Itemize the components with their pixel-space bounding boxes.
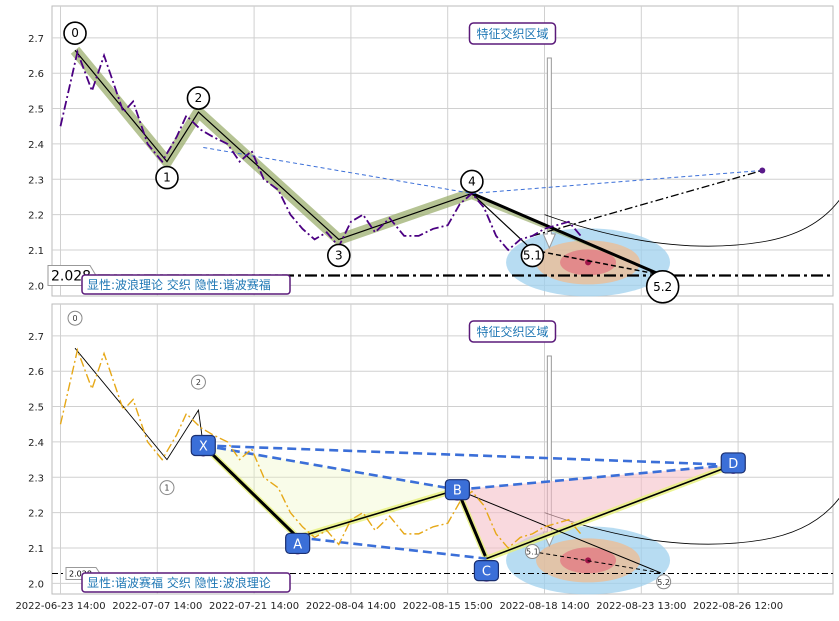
wave-marker-label: 1 <box>164 484 169 493</box>
y-tick-label: 2.6 <box>28 69 44 80</box>
wave-marker-label: 2 <box>195 91 203 105</box>
caption-text: 显性:波浪理论 交织 隐性:谐波赛福 <box>87 277 271 292</box>
y-tick-label: 2.0 <box>28 579 44 590</box>
wave-marker-label: 5.1 <box>523 249 542 263</box>
harmonic-point-label: C <box>482 565 491 580</box>
harmonic-point-label: X <box>199 439 208 454</box>
projection-point <box>759 167 765 173</box>
x-tick-label: 2022-08-26 12:00 <box>693 601 783 612</box>
wave-marker-label: 2 <box>196 378 201 387</box>
top-panel: 2.02.12.22.32.42.52.62.72.028特征交织区域01234… <box>28 6 839 303</box>
harmonic-point-label: A <box>293 537 302 552</box>
y-tick-label: 2.5 <box>28 403 44 414</box>
zone-title: 特征交织区域 <box>476 324 548 339</box>
wave-marker-label: 5.1 <box>526 548 539 557</box>
wave-marker-label: 4 <box>468 174 476 188</box>
x-tick-label: 2022-08-18 14:00 <box>499 601 589 612</box>
wave-marker-label: 3 <box>335 248 343 262</box>
y-tick-label: 2.7 <box>28 34 44 45</box>
bottom-panel: 2.02.12.22.32.42.52.62.72.028特征交织区域0125.… <box>28 304 839 594</box>
y-tick-label: 2.1 <box>28 246 44 257</box>
y-tick-label: 2.2 <box>28 509 44 520</box>
caption-text: 显性:谐波赛福 交织 隐性:波浪理论 <box>87 575 271 590</box>
y-tick-label: 2.0 <box>28 281 44 292</box>
wave-marker-label: 0 <box>71 26 79 40</box>
wave-marker-label: 5.2 <box>653 280 672 294</box>
x-tick-label: 2022-08-04 14:00 <box>306 601 396 612</box>
y-tick-label: 2.3 <box>28 473 44 484</box>
x-tick-label: 2022-07-21 14:00 <box>209 601 299 612</box>
wave-marker-label: 1 <box>163 171 171 185</box>
y-tick-label: 2.7 <box>28 332 44 343</box>
zone-title: 特征交织区域 <box>476 26 548 41</box>
x-tick-label: 2022-08-23 13:00 <box>596 601 686 612</box>
x-tick-label: 2022-08-15 15:00 <box>403 601 493 612</box>
harmonic-point-label: D <box>728 457 738 472</box>
y-tick-label: 2.1 <box>28 544 44 555</box>
y-tick-label: 2.4 <box>28 438 44 449</box>
x-tick-label: 2022-06-23 14:00 <box>15 601 105 612</box>
x-tick-label: 2022-07-07 14:00 <box>112 601 202 612</box>
y-tick-label: 2.5 <box>28 105 44 116</box>
y-tick-label: 2.2 <box>28 211 44 222</box>
wave-marker-label: 5.2 <box>657 578 670 587</box>
y-tick-label: 2.3 <box>28 175 44 186</box>
y-tick-label: 2.4 <box>28 140 44 151</box>
y-tick-label: 2.6 <box>28 367 44 378</box>
harmonic-point-label: B <box>453 484 462 499</box>
wave-marker-label: 0 <box>72 314 77 323</box>
